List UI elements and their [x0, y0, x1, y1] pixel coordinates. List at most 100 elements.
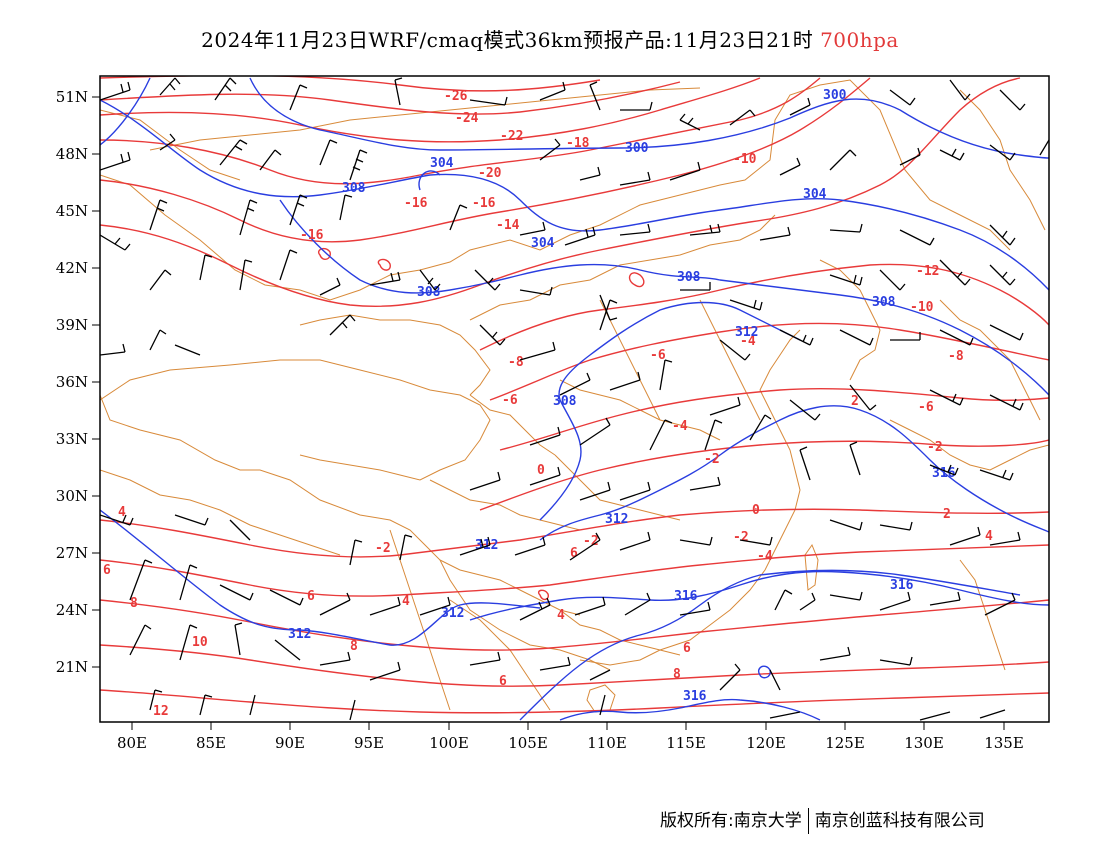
japan-coast-2 [889, 419, 1049, 471]
geopotential-contour [758, 665, 771, 679]
wind-barb [619, 531, 651, 551]
wind-barb [399, 534, 413, 561]
wind-barb [949, 526, 981, 546]
wind-barb [619, 171, 651, 186]
wind-barb [679, 601, 711, 616]
sichuan-border [429, 479, 581, 531]
central-border-1 [554, 454, 681, 521]
wind-barb [419, 269, 441, 291]
isotherm [100, 77, 821, 185]
height-label: 308 [553, 394, 577, 409]
lon-tick-label: 85E [196, 734, 226, 752]
wind-barb [759, 226, 791, 241]
wind-barb [214, 77, 237, 101]
isotherm [499, 388, 1049, 451]
height-label: 304 [531, 236, 555, 251]
wind-barb [149, 689, 163, 711]
wind-barb [999, 89, 1026, 111]
wind-barb [829, 274, 863, 286]
wind-barb [769, 711, 801, 719]
wind-barb [319, 592, 351, 616]
wind-barb [469, 96, 508, 106]
wind-barb [624, 592, 651, 616]
wind-barb [274, 639, 301, 661]
wind-barb [394, 77, 403, 106]
temp-label: -18 [566, 136, 590, 151]
temp-label: 8 [673, 667, 681, 682]
wind-barb [459, 536, 491, 556]
wind-barb [479, 324, 506, 346]
geopotential-contour [100, 99, 1049, 291]
wind-barb [890, 332, 921, 341]
temp-label: 6 [103, 563, 111, 578]
guangxi-border [559, 609, 681, 656]
wind-barb [149, 269, 172, 291]
central-border-4 [699, 299, 761, 421]
wind-barb [579, 417, 611, 446]
isotherm [100, 77, 761, 143]
wind-barb [349, 149, 368, 181]
borders [100, 79, 1049, 713]
wind-barb [559, 372, 591, 396]
wind-barb [149, 199, 168, 231]
wind-barb [599, 694, 606, 716]
wind-barb [234, 622, 243, 656]
wind-barb [979, 709, 1006, 719]
isotherm [100, 689, 1049, 714]
wind-barb [519, 286, 553, 296]
wind-barb [829, 519, 863, 531]
temp-label: -24 [455, 111, 479, 126]
wind-barb [100, 234, 131, 251]
wind-barb [899, 147, 921, 166]
isotherm [377, 258, 391, 271]
wind-barb [879, 591, 911, 611]
wind-barb [739, 536, 773, 546]
wind-barb [929, 389, 964, 406]
temp-label: -12 [916, 264, 939, 279]
geopotential-contour [100, 509, 541, 646]
wind-barb [239, 259, 253, 291]
wind-barb [799, 592, 816, 611]
title-level: 700hpa [820, 28, 899, 52]
geopotential-contour [279, 199, 1049, 396]
lon-tick-label: 100E [429, 734, 469, 752]
wind-barb [539, 81, 566, 101]
hainan-island [586, 684, 616, 713]
wind-barb [564, 226, 596, 246]
height-label: 304 [430, 156, 454, 171]
geopotential-contour [539, 405, 1049, 541]
temp-label: -14 [496, 218, 520, 233]
temp-label: -4 [740, 334, 756, 349]
temp-label: -22 [500, 129, 523, 144]
temp-label: 8 [130, 596, 138, 611]
wind-barb [100, 81, 131, 101]
height-contours [100, 77, 1049, 721]
wind-barb [469, 471, 501, 491]
temp-label: -6 [502, 393, 518, 408]
wind-barb [1039, 139, 1049, 156]
lat-labels: 51N 48N 45N 42N 39N 36N 33N 30N 27N 24N … [56, 88, 88, 676]
geopotential-contour [559, 698, 821, 721]
wind-barb [989, 224, 1016, 246]
wind-barb [474, 269, 501, 291]
wind-barb [799, 446, 811, 481]
wind-barb [839, 329, 874, 346]
lat-axis [92, 96, 100, 668]
wind-barb [619, 481, 651, 501]
qinghai-region [299, 314, 491, 396]
lat-tick-label: 45N [56, 202, 88, 220]
lon-tick-label: 135E [984, 734, 1024, 752]
wind-barb [679, 113, 701, 131]
wind-barb [519, 597, 551, 621]
temp-label: 6 [683, 641, 691, 656]
wind-barb [829, 223, 863, 233]
wind-barb [829, 149, 857, 171]
wind-barb [649, 419, 673, 451]
lon-axis [131, 722, 1005, 730]
tibet-region [100, 359, 491, 481]
wind-barb [849, 384, 877, 411]
wind-barb [179, 624, 198, 661]
yunnan-border [439, 559, 581, 616]
wind-barb [279, 249, 298, 281]
